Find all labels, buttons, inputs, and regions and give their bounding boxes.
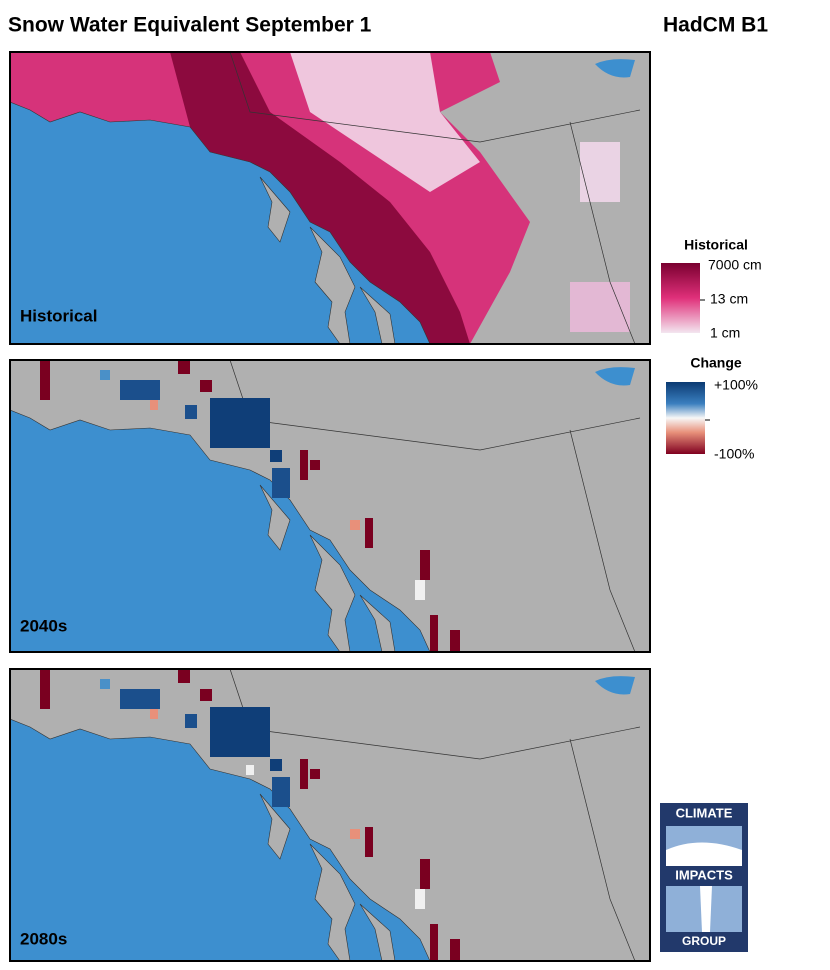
logo-text: IMPACTS [675,867,733,882]
panel-label: Historical [20,306,97,325]
legend-label: 13 cm [710,291,748,307]
logo-text: GROUP [682,934,726,948]
map-panel [9,668,651,962]
legend-label: -100% [714,446,754,462]
color-bar [661,263,700,333]
color-bar [666,382,705,454]
panel-label: 2040s [20,616,67,635]
legend-title: Change [690,355,742,371]
legend-label: 7000 cm [708,257,762,273]
legend-title: Historical [684,237,748,253]
map-panel [9,51,651,345]
panel-label: 2080s [20,929,67,948]
logo: CLIMATE IMPACTS GROUP [660,803,748,952]
legend-label: 1 cm [710,325,740,341]
map-panel [9,359,651,653]
logo-text: CLIMATE [676,805,733,820]
title: Snow Water Equivalent September 1 [8,14,372,37]
model: HadCM B1 [663,14,768,37]
legend-label: +100% [714,377,758,393]
